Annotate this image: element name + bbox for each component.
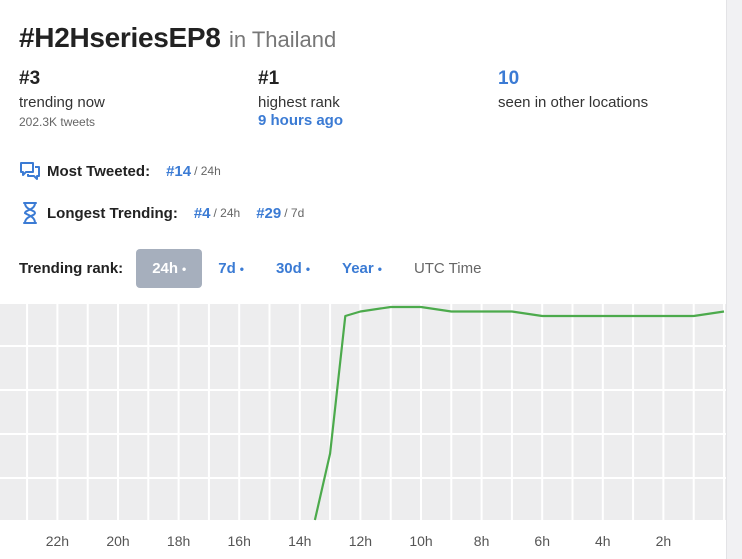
- chat-bubbles-icon: [19, 160, 41, 182]
- highest-rank-label: highest rank: [258, 94, 340, 111]
- highest-rank-stat: #1 highest rank 9 hours ago: [258, 68, 343, 129]
- highest-rank-time-link[interactable]: 9 hours ago: [258, 112, 344, 129]
- tab-year-dot: •: [377, 262, 382, 276]
- tab-7d-label: 7d: [218, 260, 236, 277]
- utc-time-toggle[interactable]: UTC Time: [413, 260, 482, 277]
- x-tick-label: 14h: [288, 533, 311, 549]
- most-tweeted-row: Most Tweeted: #14 / 24h: [19, 160, 237, 182]
- x-tick-label: 8h: [474, 533, 490, 549]
- tab-year-label: Year: [342, 260, 374, 277]
- x-tick-label: 18h: [167, 533, 190, 549]
- longest-trending-7d-rank-link[interactable]: #29: [256, 204, 282, 222]
- location-label: in Thailand: [229, 27, 337, 52]
- other-locations-label: seen in other locations: [498, 94, 649, 111]
- tab-30d-label: 30d: [275, 260, 302, 277]
- x-tick-label: 20h: [106, 533, 129, 549]
- other-locations-count-link[interactable]: 10: [498, 68, 520, 89]
- current-rank-value: #3: [19, 68, 41, 89]
- tab-30d[interactable]: 30d •: [260, 249, 326, 288]
- tab-year[interactable]: Year •: [326, 249, 398, 288]
- trending-rank-tabs: Trending rank: 24h • 7d • 30d • Year • UTC T…: [19, 249, 481, 288]
- tab-24h-dot: •: [182, 262, 187, 276]
- longest-trending-7d-period: / 7d: [284, 206, 305, 220]
- tab-7d[interactable]: 7d •: [202, 249, 260, 288]
- tab-24h-label: 24h: [152, 260, 179, 277]
- trend-card: #H2HseriesEP8 in Thailand #3 trending no…: [0, 0, 727, 559]
- trending-rank-label: Trending rank:: [19, 260, 124, 277]
- hourglass-icon: [19, 202, 41, 224]
- x-tick-label: 12h: [349, 533, 372, 549]
- other-locations-stat: 10 seen in other locations: [498, 68, 648, 111]
- tab-24h[interactable]: 24h •: [136, 249, 203, 288]
- longest-trending-row: Longest Trending: #4 / 24h #29 / 7d: [19, 202, 320, 224]
- tab-7d-dot: •: [239, 262, 244, 276]
- most-tweeted-label: Most Tweeted:: [47, 162, 151, 180]
- x-tick-label: 4h: [595, 533, 611, 549]
- current-rank-stat: #3 trending now 202.3K tweets: [19, 68, 105, 129]
- highest-rank-value: #1: [258, 68, 280, 89]
- longest-trending-24h-rank-link[interactable]: #4: [193, 204, 211, 222]
- page-title: #H2HseriesEP8 in Thailand: [19, 22, 336, 54]
- x-tick-label: 2h: [656, 533, 672, 549]
- x-tick-label: 22h: [46, 533, 69, 549]
- chart-plot-area: [0, 304, 726, 520]
- tweet-count: 202.3K tweets: [19, 115, 96, 129]
- tab-30d-dot: •: [305, 262, 311, 276]
- most-tweeted-period: / 24h: [194, 164, 221, 178]
- longest-trending-24h-period: / 24h: [213, 206, 241, 220]
- rank-line-series: [313, 305, 725, 521]
- most-tweeted-rank-link[interactable]: #14: [166, 162, 192, 180]
- x-tick-label: 6h: [534, 533, 550, 549]
- x-tick-label: 16h: [228, 533, 251, 549]
- x-tick-label: 10h: [409, 533, 432, 549]
- longest-trending-label: Longest Trending:: [47, 204, 178, 222]
- current-rank-label: trending now: [19, 94, 105, 111]
- hashtag-title: #H2HseriesEP8: [19, 22, 221, 53]
- trending-rank-chart: 22h 20h 18h 16h 14h 12h 10h 8h 6h 4h 2h: [0, 304, 726, 549]
